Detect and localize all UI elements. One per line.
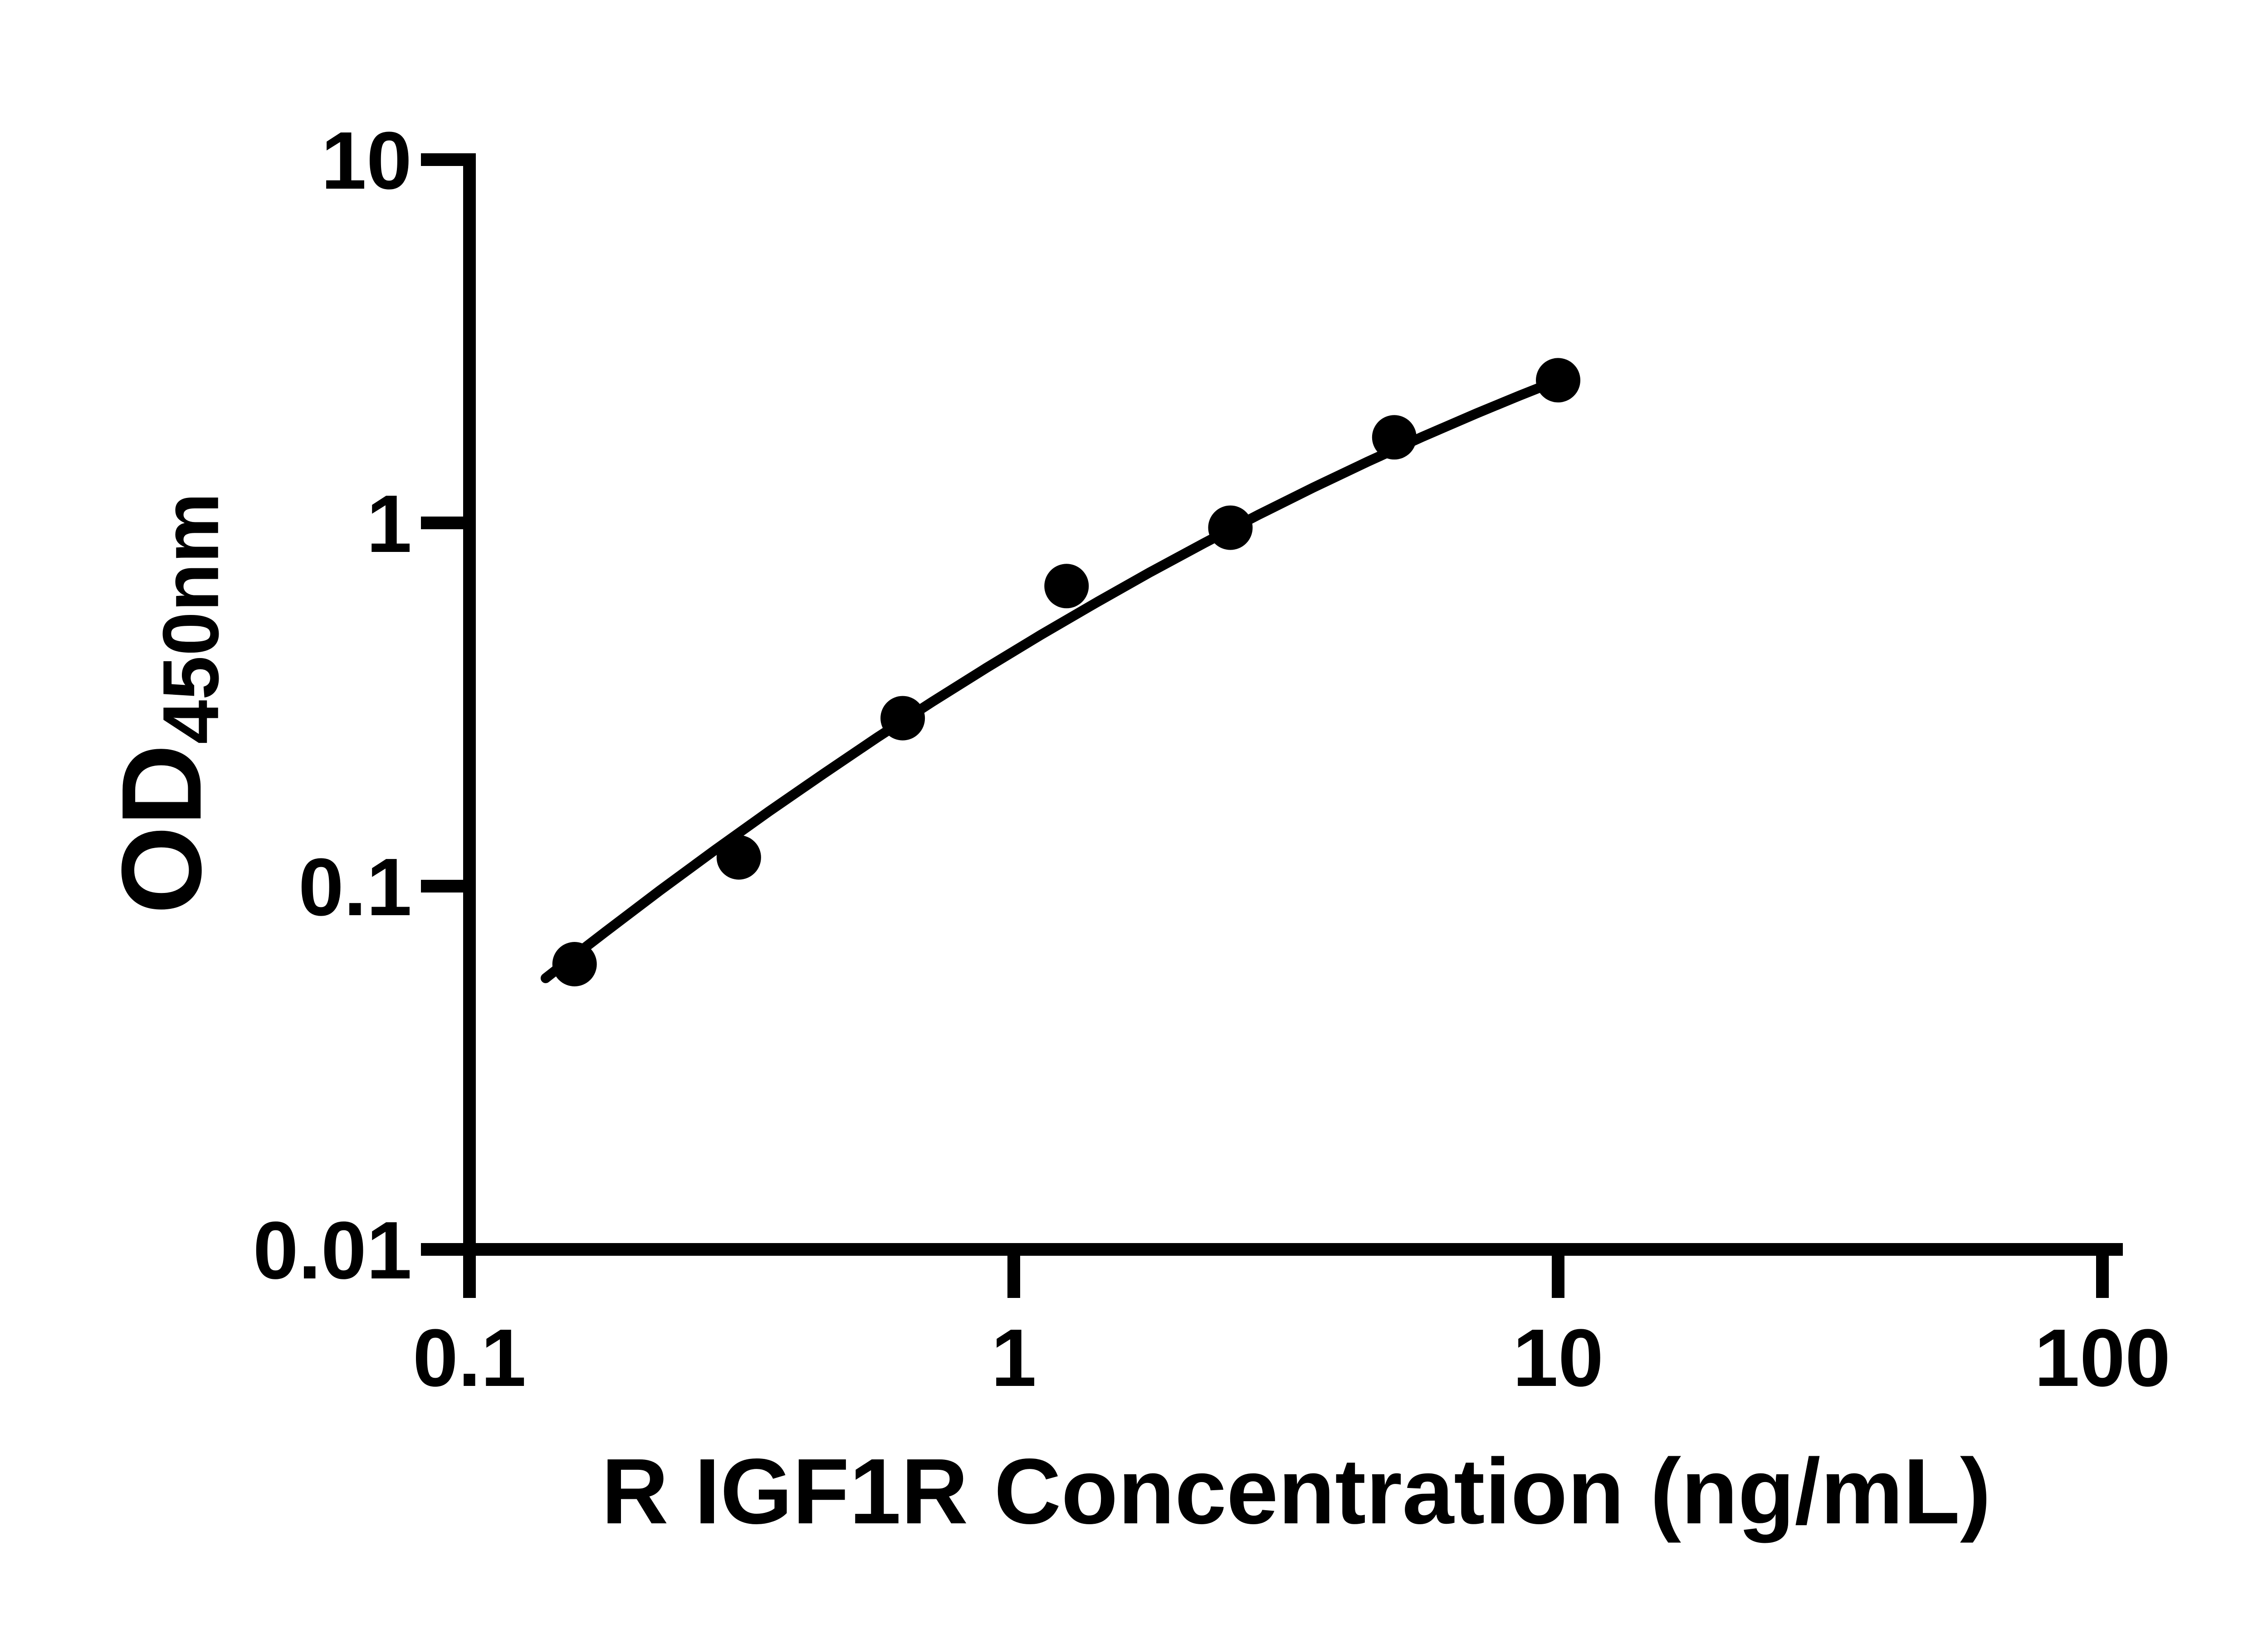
data-point-5 <box>1208 505 1253 550</box>
x-axis-title: R IGF1R Concentration (ng/mL) <box>601 1439 1991 1543</box>
y-axis-title-subscript: 450nm <box>147 493 235 744</box>
y-axis-title: OD450nm <box>98 493 235 914</box>
x-tick-label-100: 100 <box>2034 1312 2170 1404</box>
data-point-6 <box>1372 415 1417 460</box>
x-tick-label-0.1: 0.1 <box>413 1312 526 1404</box>
x-tick-label-1: 1 <box>991 1312 1036 1404</box>
x-tick-label-10: 10 <box>1513 1312 1603 1404</box>
data-point-2 <box>716 835 761 880</box>
data-point-7 <box>1536 358 1580 403</box>
y-tick-label-0.1: 0.1 <box>298 842 412 933</box>
data-point-3 <box>880 696 925 741</box>
y-tick-label-0.01: 0.01 <box>253 1205 412 1296</box>
data-point-1 <box>552 942 597 986</box>
y-axis-title-main: OD <box>98 744 225 914</box>
y-tick-label-1: 1 <box>367 478 412 570</box>
data-point-4 <box>1044 564 1089 609</box>
y-tick-label-10: 10 <box>321 115 412 206</box>
trend-line <box>540 375 1563 983</box>
elisa-standard-curve-figure: 10 1 0.1 0.01 0.1 1 10 100 R IGF1R Concentratio… <box>18 7 2268 1629</box>
